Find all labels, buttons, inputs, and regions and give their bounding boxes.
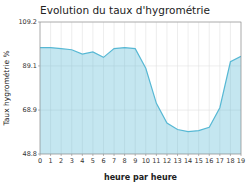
x-tick-label: 8	[123, 157, 127, 165]
x-axis-label: heure par heure	[104, 173, 178, 182]
x-tick	[188, 154, 189, 156]
chart: 01234567891011121314151617181948.868.989…	[0, 0, 250, 188]
x-tick	[103, 154, 104, 156]
x-tick-label: 0	[38, 157, 42, 165]
x-tick	[135, 154, 136, 156]
x-tick-label: 2	[59, 157, 63, 165]
title: Evolution du taux d'hygrométrie	[40, 4, 210, 16]
x-tick-label: 17	[216, 157, 224, 165]
y-axis-label: Taux hygrométrie %	[2, 50, 11, 126]
x-tick	[114, 154, 115, 156]
ticks: 01234567891011121314151617181948.868.989…	[18, 18, 245, 165]
x-tick-label: 16	[205, 157, 213, 165]
x-tick-label: 12	[163, 157, 171, 165]
x-tick-label: 4	[80, 157, 84, 165]
x-tick-label: 6	[101, 157, 105, 165]
y-tick-label: 68.9	[23, 106, 37, 114]
x-tick-label: 3	[70, 157, 74, 165]
x-tick	[71, 154, 72, 156]
x-tick-label: 19	[237, 157, 245, 165]
data-area	[40, 48, 241, 154]
x-tick	[209, 154, 210, 156]
x-tick	[177, 154, 178, 156]
y-tick	[38, 154, 40, 155]
x-tick-label: 15	[195, 157, 203, 165]
line	[40, 48, 241, 132]
x-tick	[198, 154, 199, 156]
x-tick-label: 1	[49, 157, 53, 165]
x-tick	[166, 154, 167, 156]
y-tick-label: 48.8	[23, 150, 37, 158]
x-tick-label: 9	[133, 157, 137, 165]
y-tick-label: 89.1	[23, 62, 37, 70]
x-tick-label: 5	[91, 157, 95, 165]
y-tick	[38, 110, 40, 111]
x-tick	[50, 154, 51, 156]
x-tick	[124, 154, 125, 156]
area-fill	[40, 48, 241, 154]
x-tick	[61, 154, 62, 156]
x-tick-label: 13	[173, 157, 181, 165]
x-tick	[156, 154, 157, 156]
x-tick-label: 11	[152, 157, 160, 165]
x-tick-label: 10	[142, 157, 150, 165]
x-tick-label: 7	[112, 157, 116, 165]
y-tick	[38, 22, 40, 23]
x-tick	[230, 154, 231, 156]
x-tick-label: 18	[226, 157, 234, 165]
plot-frame	[40, 22, 241, 154]
x-tick	[82, 154, 83, 156]
y-tick	[38, 65, 40, 66]
x-tick	[219, 154, 220, 156]
y-tick-label: 109.2	[18, 18, 37, 26]
x-tick	[145, 154, 146, 156]
x-tick	[92, 154, 93, 156]
x-tick-label: 14	[184, 157, 192, 165]
grid	[40, 22, 241, 154]
x-tick	[241, 154, 242, 156]
plot-background	[40, 22, 241, 154]
